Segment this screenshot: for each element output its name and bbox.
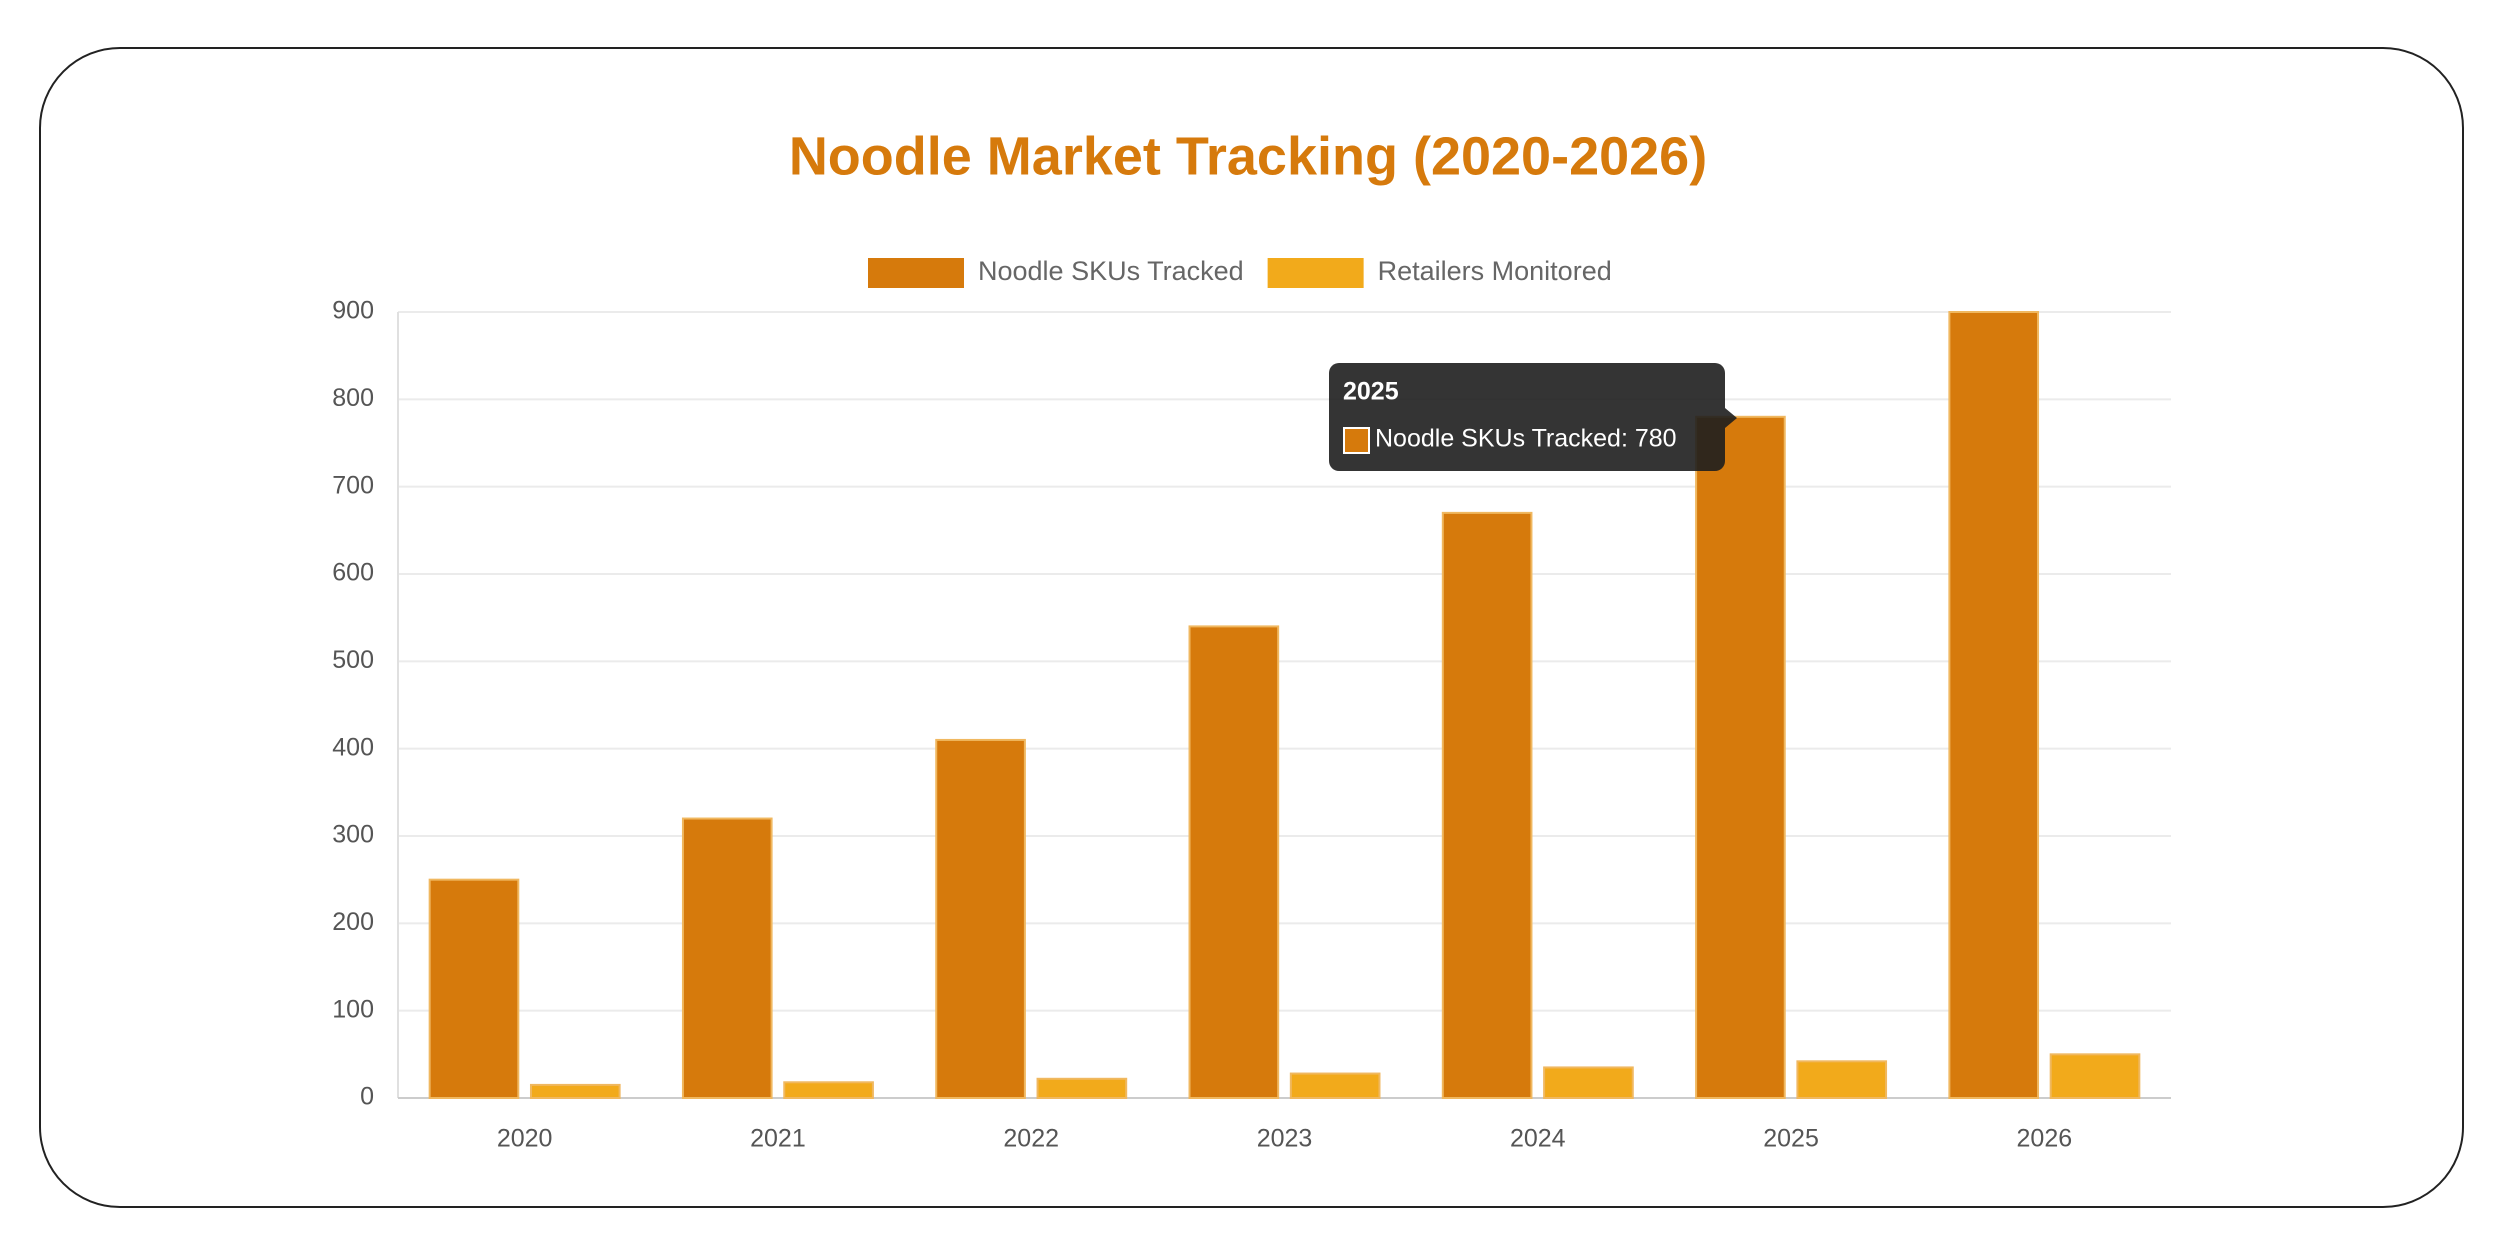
- bar: [1695, 415, 1786, 1099]
- legend-label: Noodle SKUs Tracked: [978, 256, 1244, 286]
- bar: [428, 878, 520, 1100]
- tooltip-box: [1329, 363, 1725, 471]
- y-tick-label: 200: [332, 908, 374, 936]
- y-tick-label: 500: [332, 646, 374, 674]
- y-tick-label: 800: [332, 384, 374, 412]
- x-tick-label: 2020: [497, 1125, 553, 1153]
- bar: [681, 817, 773, 1099]
- x-tick-label: 2021: [750, 1125, 806, 1153]
- y-tick-label: 300: [332, 821, 374, 849]
- y-tick-label: 400: [332, 733, 374, 761]
- legend-swatch: [868, 258, 964, 288]
- bar: [1796, 1060, 1888, 1099]
- x-tick-label: 2025: [1763, 1125, 1819, 1153]
- plot: 0 100 200 300 400 500 600 700 800 900 Noodle SKUs …: [332, 256, 2171, 1153]
- x-tick-label: 2024: [1510, 1125, 1566, 1153]
- x-tick-label: 2026: [2017, 1125, 2073, 1153]
- tooltip-caret: [1725, 408, 1737, 428]
- bar: [1036, 1077, 1128, 1099]
- y-tick-label: 900: [332, 297, 374, 325]
- tooltip: 2025 Noodle SKUs Tracked: 780: [1329, 363, 1737, 471]
- tooltip-text: Noodle SKUs Tracked: 780: [1375, 425, 1677, 453]
- bar: [529, 1083, 621, 1100]
- bar: [935, 738, 1026, 1100]
- bar: [2049, 1053, 2141, 1100]
- bar: [1289, 1072, 1381, 1099]
- x-tick-label: 2023: [1257, 1125, 1313, 1153]
- tooltip-swatch: [1343, 427, 1370, 454]
- legend-swatch: [1267, 258, 1364, 288]
- legend-label: Retailers Monitored: [1378, 256, 1612, 286]
- bar: [1441, 511, 1533, 1099]
- tooltip-title: 2025: [1343, 378, 1399, 406]
- y-tick-label: 700: [332, 471, 374, 499]
- y-tick-label: 600: [332, 559, 374, 587]
- chart-title: Noodle Market Tracking (2020-2026): [789, 126, 1707, 186]
- bar: [1543, 1066, 1634, 1100]
- bar: [1188, 625, 1280, 1100]
- bar: [1948, 311, 2040, 1099]
- bar: [783, 1081, 874, 1100]
- y-tick-label: 100: [332, 995, 374, 1023]
- x-tick-label: 2022: [1003, 1125, 1059, 1153]
- y-tick-label: 0: [360, 1083, 374, 1111]
